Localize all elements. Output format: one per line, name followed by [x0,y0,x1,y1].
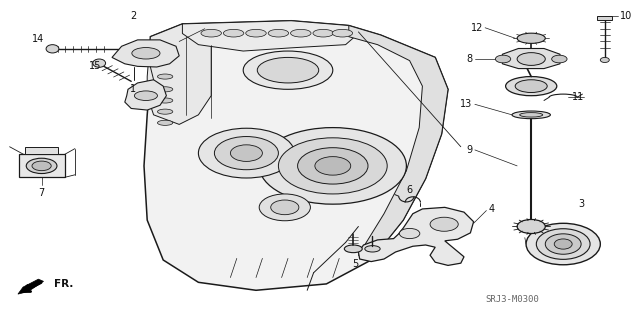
Ellipse shape [526,223,600,265]
Ellipse shape [157,98,173,103]
Ellipse shape [315,157,351,175]
Polygon shape [358,207,474,265]
Ellipse shape [46,45,59,53]
Text: SRJ3-M0300: SRJ3-M0300 [485,295,539,304]
Ellipse shape [230,145,262,161]
Text: 7: 7 [38,188,45,198]
Text: 11: 11 [572,92,584,102]
Polygon shape [25,147,58,154]
Ellipse shape [201,29,221,37]
Ellipse shape [536,229,590,259]
Ellipse shape [259,194,310,221]
Ellipse shape [268,29,289,37]
Polygon shape [19,154,65,177]
Ellipse shape [515,80,547,93]
Polygon shape [112,40,179,67]
Text: 5: 5 [352,259,358,269]
Polygon shape [349,26,448,260]
Text: 2: 2 [130,11,136,21]
Ellipse shape [332,29,353,37]
Polygon shape [182,21,358,51]
Ellipse shape [512,111,550,119]
Text: 15: 15 [88,61,101,71]
Ellipse shape [313,29,333,37]
Ellipse shape [32,161,51,171]
Polygon shape [125,80,166,110]
Ellipse shape [243,51,333,89]
Ellipse shape [157,74,173,79]
Ellipse shape [271,200,299,215]
Ellipse shape [298,148,368,184]
Ellipse shape [214,137,278,170]
Text: 3: 3 [578,199,584,209]
Text: 9: 9 [466,145,472,155]
Polygon shape [18,279,44,294]
Text: 12: 12 [471,23,483,33]
Polygon shape [597,16,612,20]
Ellipse shape [257,57,319,83]
Ellipse shape [506,77,557,96]
Text: 8: 8 [466,54,472,64]
Polygon shape [147,24,211,124]
Ellipse shape [517,33,545,43]
Ellipse shape [344,245,362,253]
Ellipse shape [517,53,545,65]
Ellipse shape [365,246,380,252]
Text: 14: 14 [32,34,45,44]
Ellipse shape [198,128,294,178]
Ellipse shape [157,120,173,125]
Ellipse shape [545,234,581,254]
Ellipse shape [399,228,420,239]
Text: FR.: FR. [54,279,74,289]
Ellipse shape [93,59,106,67]
Ellipse shape [554,239,572,249]
Ellipse shape [26,158,57,174]
Text: 1: 1 [130,84,136,94]
Text: 6: 6 [406,185,413,195]
Ellipse shape [246,29,266,37]
Ellipse shape [259,128,406,204]
Ellipse shape [157,109,173,114]
Text: 10: 10 [620,11,632,21]
Ellipse shape [600,57,609,63]
Ellipse shape [134,91,157,100]
Ellipse shape [157,87,173,92]
Polygon shape [502,48,560,69]
Ellipse shape [520,113,543,117]
Ellipse shape [132,48,160,59]
Ellipse shape [291,29,311,37]
Text: 4: 4 [488,204,495,214]
Ellipse shape [430,217,458,231]
Ellipse shape [552,55,567,63]
Ellipse shape [223,29,244,37]
Text: 13: 13 [460,99,472,109]
Ellipse shape [495,55,511,63]
Ellipse shape [278,138,387,194]
Ellipse shape [517,219,545,234]
Polygon shape [144,21,448,290]
